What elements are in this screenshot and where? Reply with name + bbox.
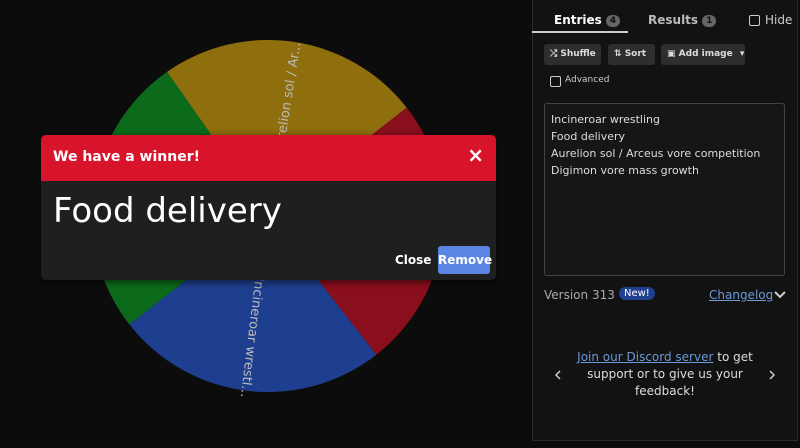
tab-label: Entries [554, 13, 602, 27]
hide-label: Hide [765, 13, 793, 27]
shuffle-button[interactable]: ⤮ Shuffle [544, 44, 601, 65]
button-label: Sort [624, 49, 647, 59]
changelog-link[interactable]: Changelog [709, 288, 774, 302]
version: Version 313 [544, 288, 615, 302]
dialog-title: We have a winner! [53, 149, 200, 165]
entries-textarea[interactable] [544, 103, 785, 276]
add-image-button[interactable]: ▣ Add image ▾ [661, 44, 745, 65]
hide-checkbox[interactable] [749, 15, 760, 26]
entry: Incineroar wrestling [551, 113, 660, 126]
advanced-checkbox[interactable] [550, 76, 561, 87]
entry: Aurelion sol / Arceus vore competition [551, 147, 761, 160]
entry: Digimon vore mass growth [551, 164, 699, 177]
advanced-label: Advanced [565, 75, 610, 85]
wheel-segment [129, 216, 377, 392]
tab-label: Results [648, 13, 699, 27]
expand-icon[interactable] [774, 290, 786, 300]
results-tab[interactable]: Results 1 [648, 13, 717, 27]
winner-text: Food delivery [53, 191, 282, 231]
tab-underline [532, 31, 628, 33]
remove-button[interactable]: Remove [438, 246, 492, 274]
prev-icon[interactable] [554, 370, 562, 380]
button-label: Shuffle [560, 49, 596, 59]
dialog-close-icon[interactable]: × [467, 143, 484, 167]
wheel-segment [167, 40, 407, 217]
discord-link[interactable]: Join our Discord server [577, 350, 714, 364]
tab-count: 1 [702, 15, 717, 27]
close-button[interactable]: Close [395, 253, 432, 267]
sort-button[interactable]: ⇅ Sort [608, 44, 655, 65]
tab-count: 4 [605, 15, 621, 27]
entry: Food delivery [551, 130, 626, 143]
discord-text: to get support or to give us your feedba… [587, 350, 753, 398]
new-badge: New! [619, 287, 655, 300]
button-label: Add image [678, 49, 733, 59]
winner-dialog: We have a winner! × Food delivery Close … [41, 135, 496, 280]
entries-tab[interactable]: Entries 4 [554, 13, 621, 27]
discord-message: Join our Discord server to get support o… [575, 349, 755, 400]
dialog-header: We have a winner! × [41, 135, 496, 181]
next-icon[interactable] [768, 370, 776, 380]
